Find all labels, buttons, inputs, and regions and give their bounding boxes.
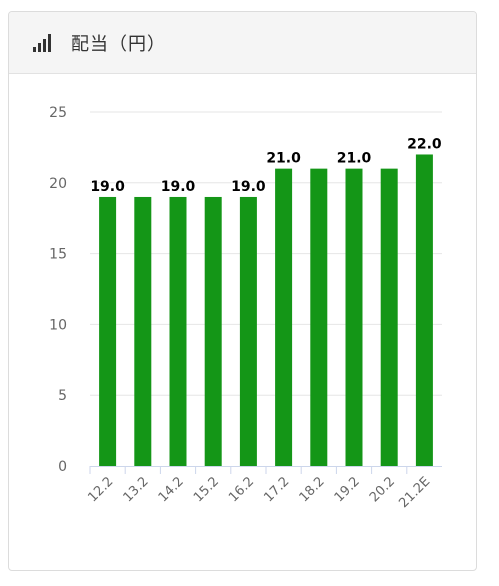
chart-area: 0 5 10 15 20 25 12.2 19.0 13.2 14.2 19.0 15.2 16.2 19…	[9, 74, 476, 570]
dividend-card: 配当（円） 0 5 10 15 20 25 12.2 19.0 13.2 14.2 19.0 15.2…	[8, 11, 477, 571]
bar	[134, 196, 152, 466]
y-tick-label: 25	[49, 105, 67, 121]
bar	[345, 168, 363, 466]
x-tick-label: 19.2	[332, 474, 363, 505]
x-tick-label: 16.2	[226, 474, 257, 505]
x-tick-label: 13.2	[121, 474, 152, 505]
bar	[380, 168, 398, 466]
x-tick-label: 14.2	[156, 474, 187, 505]
bar	[239, 196, 257, 466]
y-tick-label: 10	[49, 317, 67, 333]
y-tick-label: 20	[49, 176, 67, 192]
card-header: 配当（円）	[9, 12, 476, 74]
data-label: 21.0	[337, 151, 372, 167]
data-label: 19.0	[90, 179, 125, 195]
x-tick-label: 17.2	[261, 474, 292, 505]
bar	[169, 196, 187, 466]
dividend-bar-chart: 0 5 10 15 20 25 12.2 19.0 13.2 14.2 19.0 15.2 16.2 19…	[49, 105, 443, 511]
bar	[204, 196, 222, 466]
bar	[310, 168, 328, 466]
y-tick-label: 0	[58, 459, 67, 475]
x-tick-label: 20.2	[367, 474, 398, 505]
y-tick-label: 15	[49, 247, 67, 263]
x-tick-label: 15.2	[191, 474, 222, 505]
bar	[415, 154, 433, 466]
bar-signal-icon	[33, 33, 53, 52]
x-tick-label: 12.2	[85, 474, 116, 505]
y-tick-label: 5	[58, 388, 67, 404]
x-tick-label: 18.2	[297, 474, 328, 505]
data-label: 19.0	[161, 179, 196, 195]
x-tick-label: 21.2E	[396, 474, 433, 511]
data-label: 19.0	[231, 179, 266, 195]
card-title: 配当（円）	[71, 33, 166, 55]
data-label: 21.0	[266, 151, 301, 167]
data-label: 22.0	[407, 136, 442, 152]
bar	[275, 168, 293, 466]
bar	[99, 196, 117, 466]
